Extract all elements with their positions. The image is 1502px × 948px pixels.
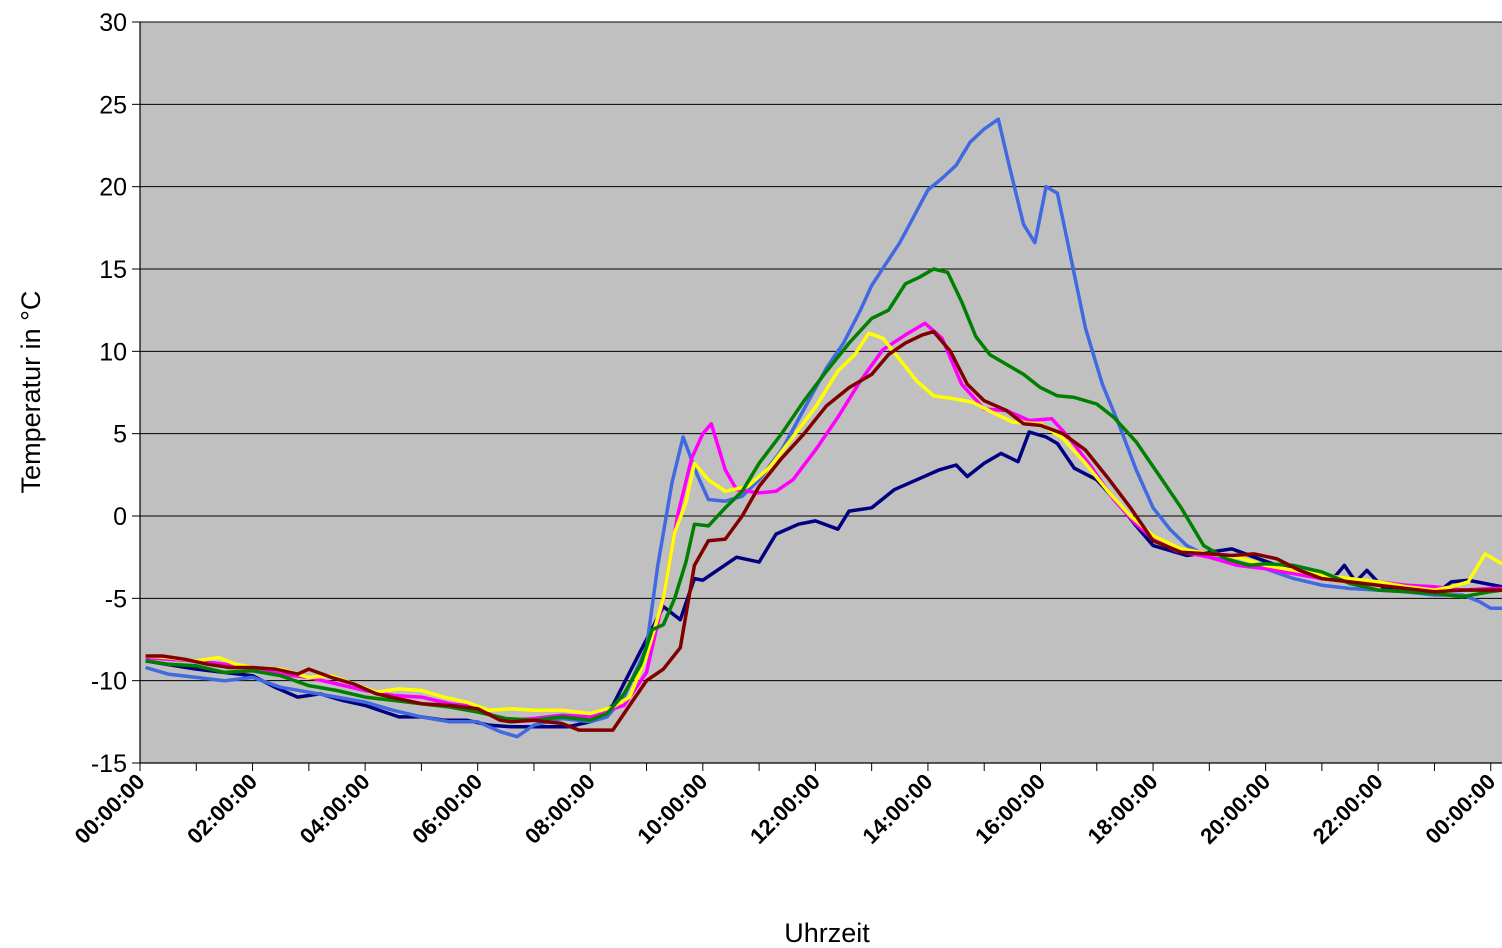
x-tick-label: 08:00:00 <box>520 769 600 849</box>
y-tick-label: 10 <box>99 338 127 366</box>
x-tick-label: 22:00:00 <box>1308 769 1388 849</box>
y-tick-labels: -15 -10 -5 0 5 10 15 20 25 30 <box>91 9 127 778</box>
x-tick-label: 04:00:00 <box>295 769 375 849</box>
x-tick-label: 00:00:00 <box>1420 769 1500 849</box>
series-line-4 <box>145 331 1502 716</box>
series-layer <box>145 117 1502 739</box>
x-tick-label: 02:00:00 <box>182 769 262 849</box>
y-tick-label: -10 <box>91 668 127 696</box>
x-tick-label: 06:00:00 <box>407 769 487 849</box>
x-tick-label: 18:00:00 <box>1083 769 1163 849</box>
y-tick-label: 0 <box>113 503 127 531</box>
x-tick-label: 10:00:00 <box>632 769 712 849</box>
x-tick-label: 00:00:00 <box>70 769 150 849</box>
x-tick-labels: 00:00:00 02:00:00 04:00:00 06:00:00 08:00:00… <box>70 769 1501 849</box>
y-tick-label: 5 <box>113 421 127 449</box>
x-tick-label: 16:00:00 <box>970 769 1050 849</box>
gridlines <box>140 21 1502 682</box>
y-tick-label: 25 <box>99 91 127 119</box>
series-line-3 <box>145 321 1502 722</box>
x-axis-title: Uhrzeit <box>784 918 870 948</box>
y-tick-label: 20 <box>99 174 127 202</box>
axes <box>132 21 1502 771</box>
x-tick-label: 14:00:00 <box>858 769 938 849</box>
y-tick-label: -15 <box>91 750 127 778</box>
y-tick-label: 30 <box>99 9 127 37</box>
plot-area <box>140 22 1502 763</box>
series-line-6 <box>145 329 1502 732</box>
y-tick-label: 15 <box>99 256 127 284</box>
x-tick-label: 20:00:00 <box>1195 769 1275 849</box>
y-tick-label: -5 <box>105 585 127 613</box>
y-axis-title: Temperatur in °C <box>16 291 46 494</box>
x-tick-label: 12:00:00 <box>745 769 825 849</box>
